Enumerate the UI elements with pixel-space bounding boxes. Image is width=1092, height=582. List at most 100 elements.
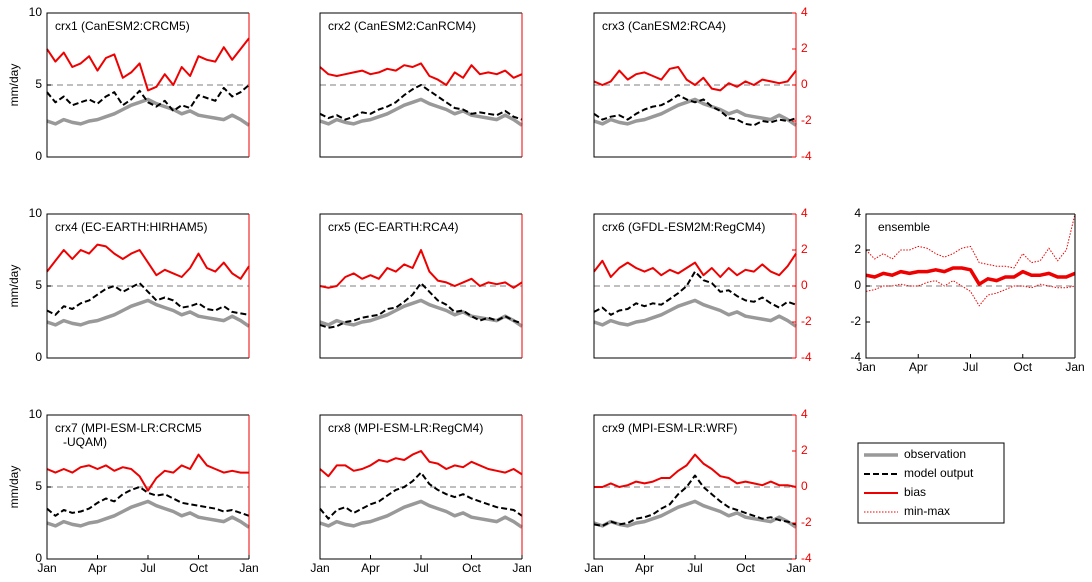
series-line: observation (319, 97, 523, 127)
series-line: bias (46, 37, 250, 92)
y2-tick-label: -4 (801, 350, 812, 364)
y2-tick-label: 0 (801, 77, 808, 91)
y-tick-label: 5 (35, 278, 42, 292)
y-tick-label: 2 (854, 242, 861, 256)
y-tick-label: 5 (35, 479, 42, 493)
panel-title: crx3 (CanESM2:RCA4) (602, 19, 726, 33)
y2-tick-label: 4 (801, 5, 808, 19)
legend-label: model output (904, 466, 974, 480)
series-line: observation (319, 499, 523, 529)
x-tick-label: Jan (786, 561, 805, 575)
x-tick-label: Jan (512, 561, 531, 575)
y2-tick-label: 4 (801, 206, 808, 220)
x-tick-label: Apr (635, 561, 654, 575)
y2-tick-label: 2 (801, 443, 808, 457)
panel-title: crx1 (CanESM2:CRCM5) (55, 19, 190, 33)
series-line: model output (319, 84, 523, 121)
y-tick-label: 0 (35, 149, 42, 163)
series-line: observation (46, 97, 250, 127)
panel-title: crx8 (MPI-ESM-LR:RegCM4) (328, 421, 483, 435)
y-tick-label: 10 (29, 407, 43, 421)
x-tick-label: Jan (239, 561, 258, 575)
panel-title: crx5 (EC-EARTH:RCA4) (328, 220, 458, 234)
x-tick-label: Apr (909, 360, 928, 374)
series-line: bias (594, 453, 797, 488)
series-line: model output (46, 282, 250, 316)
x-tick-label: Apr (361, 561, 380, 575)
panel-title: crx7 (MPI-ESM-LR:CRCM5 (55, 421, 202, 435)
y-tick-label: 0 (35, 350, 42, 364)
axes-frame (593, 12, 796, 158)
axes-frame (319, 213, 522, 359)
series-line: model output (319, 471, 523, 520)
x-tick-label: Oct (462, 561, 481, 575)
panel-title: crx9 (MPI-ESM-LR:WRF) (602, 421, 737, 435)
y-tick-label: 10 (29, 206, 43, 220)
y-axis-label: mm/day (7, 265, 21, 308)
x-tick-label: Jan (584, 561, 603, 575)
y-tick-label: -4 (850, 350, 861, 364)
y-tick-label: 4 (854, 206, 861, 220)
series-line: observation (593, 499, 797, 529)
legend-label: bias (904, 485, 926, 499)
x-tick-label: Jan (310, 561, 329, 575)
y2-tick-label: 2 (801, 242, 808, 256)
series-line: observation (319, 298, 523, 328)
y2-tick-label: 0 (801, 278, 808, 292)
series-line: bias (319, 249, 523, 289)
panel-title: crx4 (EC-EARTH:HIRHAM5) (55, 220, 207, 234)
axes-frame (593, 213, 796, 359)
series-line: model output (46, 486, 250, 517)
x-tick-label: Jan (37, 561, 56, 575)
y2-tick-label: 4 (801, 407, 808, 421)
series-line: bias (319, 62, 523, 86)
legend-label: min-max (904, 504, 950, 518)
y2-tick-label: 2 (801, 41, 808, 55)
series-line: observation (46, 499, 250, 529)
x-tick-label: Jan (856, 360, 875, 374)
series-line: bias (319, 450, 523, 478)
panel-title: crx6 (GFDL-ESM2M:RegCM4) (602, 220, 765, 234)
x-tick-label: Jan (1065, 360, 1084, 374)
x-tick-label: Jul (687, 561, 702, 575)
x-tick-label: Jul (963, 360, 978, 374)
x-tick-label: Jul (413, 561, 428, 575)
series-line: min-max (865, 213, 1076, 269)
panel-title: crx2 (CanESM2:CanRCM4) (328, 19, 476, 33)
panel-title: -UQAM) (63, 435, 107, 449)
y2-tick-label: -4 (801, 149, 812, 163)
y2-tick-label: 0 (801, 479, 808, 493)
y-tick-label: 5 (35, 77, 42, 91)
series-line: model output (593, 94, 797, 127)
series-line: observation (46, 298, 250, 328)
axes-frame (319, 12, 522, 158)
y-tick-label: 10 (29, 5, 43, 19)
y2-tick-label: -2 (801, 515, 812, 529)
legend-label: observation (904, 447, 966, 461)
series-line: model output (593, 474, 797, 527)
series-line: bias (593, 253, 797, 278)
x-tick-label: Oct (1013, 360, 1032, 374)
x-tick-label: Apr (88, 561, 107, 575)
x-tick-label: Oct (189, 561, 208, 575)
panel-title: ensemble (878, 220, 930, 234)
y2-tick-label: -4 (801, 551, 812, 565)
series-line: bias (46, 243, 250, 280)
series-line: model output (46, 84, 250, 112)
y-tick-label: 0 (35, 551, 42, 565)
series-line: bias (865, 266, 1076, 286)
y2-tick-label: -2 (801, 314, 812, 328)
y2-tick-label: -2 (801, 113, 812, 127)
series-line: bias (593, 66, 797, 92)
y-tick-label: 0 (854, 278, 861, 292)
y-axis-label: mm/day (7, 466, 21, 509)
series-line: model output (593, 270, 797, 316)
x-tick-label: Oct (736, 561, 755, 575)
series-line: bias (46, 453, 249, 492)
series-line: observation (593, 298, 797, 328)
series-line: min-max (865, 280, 1076, 307)
y-axis-label: mm/day (7, 64, 21, 107)
y-tick-label: -2 (850, 314, 861, 328)
series-line: observation (593, 97, 797, 127)
